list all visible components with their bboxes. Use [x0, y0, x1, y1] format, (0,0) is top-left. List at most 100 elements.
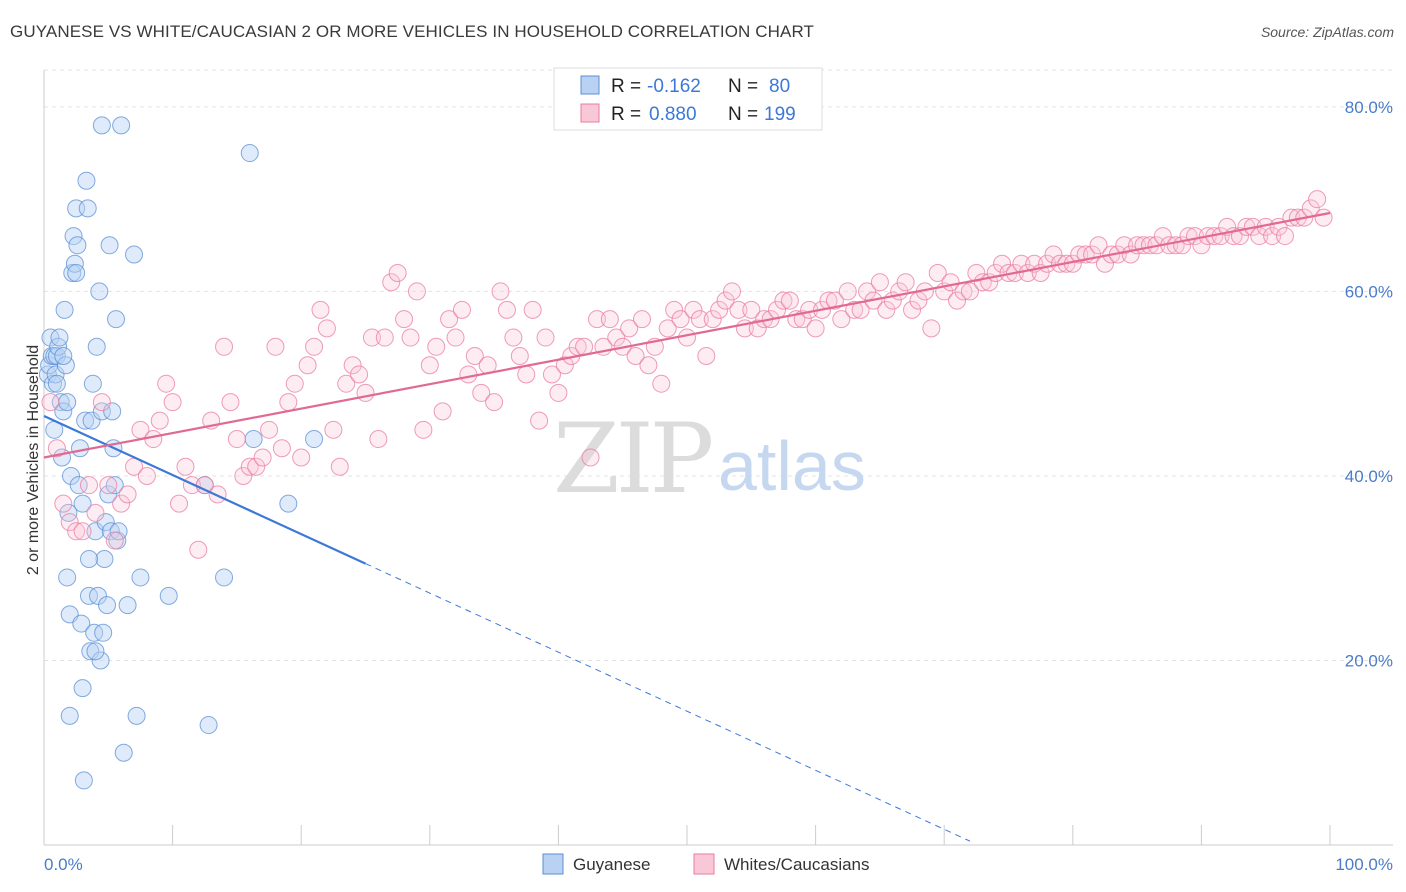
whites-point-26: [208, 485, 227, 504]
whites-point-134: [903, 300, 922, 319]
y-tick-label-3: 80.0%: [1345, 98, 1393, 117]
whites-point-71: [497, 300, 516, 319]
whites-point-123: [832, 310, 851, 329]
whites-point-143: [960, 282, 979, 301]
guyanese-point-73: [80, 549, 99, 568]
whites-point-42: [311, 300, 330, 319]
whites-point-23: [189, 540, 208, 559]
y-tick-label-2: 60.0%: [1345, 282, 1393, 301]
guyanese-point-65: [215, 568, 234, 587]
tick-labels: 20.0% 40.0% 60.0% 80.0% 0.0% 100.0%: [44, 98, 1393, 874]
whites-point-79: [549, 383, 568, 402]
whites-point-69: [485, 393, 504, 412]
guyanese-point-42: [92, 402, 111, 421]
whites-point-19: [163, 393, 182, 412]
whites-point-17: [150, 411, 169, 430]
whites-point-9: [99, 476, 118, 495]
whites-point-101: [690, 310, 709, 329]
y-axis-label: 2 or more Vehicles in Household: [25, 345, 42, 575]
whites-point-5: [73, 522, 92, 541]
guyanese-point-15: [58, 393, 77, 412]
whites-point-27: [215, 337, 234, 356]
whites-point-87: [600, 310, 619, 329]
guyanese-point-76: [54, 347, 73, 366]
guyanese-point-34: [82, 411, 101, 430]
whites-point-122: [825, 291, 844, 310]
whites-point-1: [47, 439, 66, 458]
whites-point-102: [697, 347, 716, 366]
watermark-atlas: atlas: [718, 427, 866, 505]
legend-swatch-whites: [580, 103, 600, 123]
whites-point-41: [305, 337, 324, 356]
guyanese-point-23: [68, 236, 87, 255]
whites-point-7: [86, 503, 105, 522]
guyanese-point-29: [76, 411, 95, 430]
guyanese-point-33: [81, 642, 100, 661]
guyanese-point-56: [112, 116, 131, 135]
guyanese-point-43: [94, 623, 113, 642]
watermark-zip: ZIP: [553, 403, 712, 515]
whites-point-18: [157, 374, 176, 393]
legend-bottom-label-guyanese: Guyanese: [573, 855, 651, 874]
whites-point-138: [928, 263, 947, 282]
guyanese-point-45: [96, 513, 115, 532]
whites-point-103: [703, 310, 722, 329]
whites-point-190: [1263, 227, 1282, 246]
x-tick-label-1: 100.0%: [1335, 855, 1393, 874]
whites-point-45: [330, 457, 349, 476]
guyanese-point-71: [47, 374, 66, 393]
guyanese-point-58: [118, 596, 137, 615]
whites-point-60: [427, 337, 446, 356]
whites-point-54: [388, 263, 407, 282]
whites-point-133: [896, 273, 915, 292]
whites-point-77: [536, 328, 555, 347]
guyanese-point-47: [99, 485, 118, 504]
whites-point-115: [780, 291, 799, 310]
guyanese-point-37: [86, 522, 105, 541]
whites-point-93: [639, 356, 658, 375]
whites-point-46: [337, 374, 356, 393]
whites-point-110: [748, 319, 767, 338]
series-1: [41, 190, 1333, 559]
whites-point-55: [395, 310, 414, 329]
whites-point-31: [240, 457, 259, 476]
whites-point-4: [67, 522, 86, 541]
whites-point-30: [234, 466, 253, 485]
legend-n-label-2: N =: [728, 104, 758, 125]
whites-point-8: [92, 393, 111, 412]
whites-point-39: [292, 448, 311, 467]
guyanese-point-64: [199, 716, 218, 735]
whites-point-198: [1314, 208, 1333, 227]
whites-point-15: [137, 466, 156, 485]
whites-point-64: [452, 300, 471, 319]
whites-point-75: [523, 300, 542, 319]
guyanese-point-28: [74, 771, 93, 790]
whites-point-44: [324, 420, 343, 439]
whites-point-156: [1044, 245, 1063, 264]
whites-point-38: [285, 374, 304, 393]
chart-source: Source: ZipAtlas.com: [1260, 24, 1394, 40]
guyanese-point-31: [78, 199, 97, 218]
whites-point-43: [317, 319, 336, 338]
legend-bottom: Guyanese Whites/Caucasians: [542, 853, 870, 875]
whites-point-57: [407, 282, 426, 301]
whites-point-62: [440, 310, 459, 329]
guyanese-point-70: [60, 706, 79, 725]
chart-title: GUYANESE VS WHITE/CAUCASIAN 2 OR MORE VE…: [10, 22, 815, 41]
whites-point-130: [877, 300, 896, 319]
whites-point-65: [459, 365, 478, 384]
whites-point-49: [356, 383, 375, 402]
whites-point-167: [1115, 236, 1134, 255]
guyanese-point-13: [55, 300, 74, 319]
guyanese-point-32: [80, 586, 99, 605]
trend-line-0: [43, 414, 366, 565]
whites-point-92: [632, 310, 651, 329]
series-layer: [38, 116, 1333, 790]
guyanese-point-20: [64, 227, 83, 246]
whites-point-73: [510, 347, 529, 366]
legend-bottom-swatch-guyanese: [542, 853, 564, 875]
legend-r-label-2: R =: [611, 104, 641, 125]
whites-point-59: [420, 356, 439, 375]
guyanese-point-46: [98, 596, 117, 615]
